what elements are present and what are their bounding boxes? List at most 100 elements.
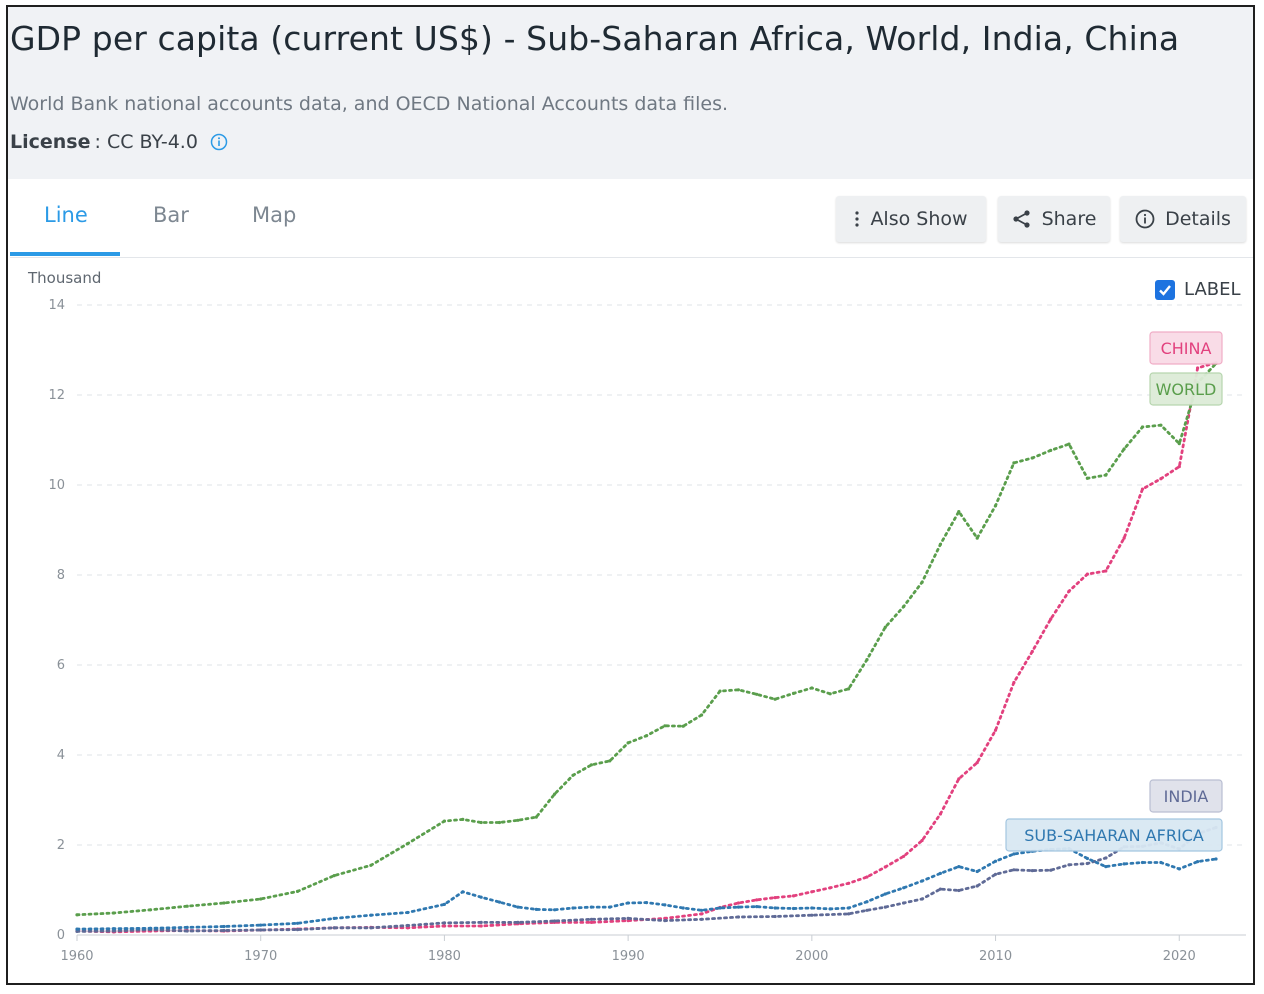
series-label-box-india [1149,779,1223,813]
details-label: Details [1165,208,1231,230]
data-point-world [1159,423,1163,427]
data-point-china [810,890,814,894]
data-point-china [938,812,943,816]
data-point-sub-saharan-africa [442,902,446,907]
x-tick-label: 1990 [612,949,645,964]
data-point-world [975,536,979,540]
y-tick-label: 4 [57,748,65,763]
data-point-sub-saharan-africa [1012,852,1016,856]
data-point-world [148,908,153,912]
data-point-sub-saharan-africa [883,892,887,896]
y-tick-label: 6 [57,658,65,673]
data-point-world [442,819,446,823]
check-icon [1159,284,1171,296]
data-point-india [112,929,116,933]
license-value: : CC BY-4.0 [94,131,198,153]
data-point-world [920,580,924,584]
label-toggle[interactable]: LABEL [1155,279,1241,300]
also-show-button[interactable]: Also Show [836,196,986,242]
data-point-world [1177,442,1181,446]
data-point-world [810,686,814,690]
data-point-india [1012,868,1016,872]
data-point-world [700,713,704,717]
data-point-china [1140,487,1145,491]
data-point-sub-saharan-africa [755,905,759,909]
data-point-world [755,692,759,696]
share-label: Share [1041,208,1097,230]
data-point-india [1067,863,1071,867]
tab-bar-chart[interactable]: Bar [153,203,189,227]
data-point-sub-saharan-africa [406,910,410,915]
x-tick-label: 2000 [795,949,828,964]
data-point-sub-saharan-africa [1214,857,1218,861]
details-button[interactable]: Details [1120,196,1246,242]
chart-panel: GDP per capita (current US$) - Sub-Sahar… [6,5,1255,985]
data-point-india [406,923,410,928]
data-point-sub-saharan-africa [1085,856,1089,861]
data-point-china [791,894,796,898]
data-point-sub-saharan-africa [571,906,575,910]
data-point-world [295,889,300,894]
data-point-india [700,917,704,921]
data-point-world [259,897,263,901]
y-tick-label: 10 [48,478,65,493]
data-point-world [406,842,410,846]
source-note: World Bank national accounts data, and O… [10,93,729,115]
data-point-china [883,865,887,869]
data-point-india [626,916,630,921]
y-tick-label: 14 [48,298,65,313]
series-label-box-world [1149,372,1223,406]
data-point-india [902,901,906,905]
data-point-world [1030,456,1034,460]
line-chart: 0 2 4 6 8 10 12 14 1960 1970 1980 1990 2000 2010 2020 C… [48,298,1246,964]
data-point-india [442,921,446,925]
data-point-china [442,924,446,928]
data-point-world [185,904,189,908]
data-point-china [406,926,410,930]
data-point-india [736,915,741,919]
data-point-world [1085,476,1089,480]
series-label-box-china [1149,331,1223,365]
x-tick-label: 2010 [979,949,1012,964]
tab-map[interactable]: Map [252,203,297,227]
data-point-china [1177,465,1181,469]
data-point-china [736,901,741,905]
data-point-sub-saharan-africa [332,916,336,921]
data-point-sub-saharan-africa [828,907,832,911]
data-point-sub-saharan-africa [1104,865,1108,869]
info-icon[interactable] [210,133,228,151]
data-point-india [1030,869,1034,873]
data-point-sub-saharan-africa [185,925,189,930]
data-point-china [700,912,704,916]
data-point-sub-saharan-africa [608,905,612,909]
data-point-sub-saharan-africa [75,927,79,931]
data-point-china [1030,649,1034,654]
tab-line[interactable]: Line [44,203,88,227]
data-point-world [571,773,575,777]
data-point-world [516,818,520,822]
x-tick-label: 1970 [244,949,277,964]
data-point-india [1049,868,1053,872]
data-point-world [1012,461,1016,465]
data-point-china [1085,572,1089,576]
data-point-world [1122,447,1126,451]
data-point-world [1104,473,1108,477]
share-button[interactable]: Share [998,196,1110,242]
data-point-world [791,691,796,696]
share-icon [1012,210,1030,228]
info-icon [1135,209,1155,229]
data-point-india [369,926,373,930]
data-point-india [185,929,189,933]
data-point-sub-saharan-africa [644,901,649,905]
data-point-india [865,908,869,912]
data-point-world [332,874,336,878]
data-point-sub-saharan-africa [553,908,557,912]
label-checkbox[interactable] [1155,279,1175,300]
data-point-india [259,928,263,932]
data-point-india [479,920,483,925]
data-point-china [847,881,851,885]
data-point-china [1012,680,1016,685]
data-point-world [883,625,887,629]
series-label-box-sub-saharan-africa [1005,818,1223,852]
data-point-china [1122,536,1126,540]
